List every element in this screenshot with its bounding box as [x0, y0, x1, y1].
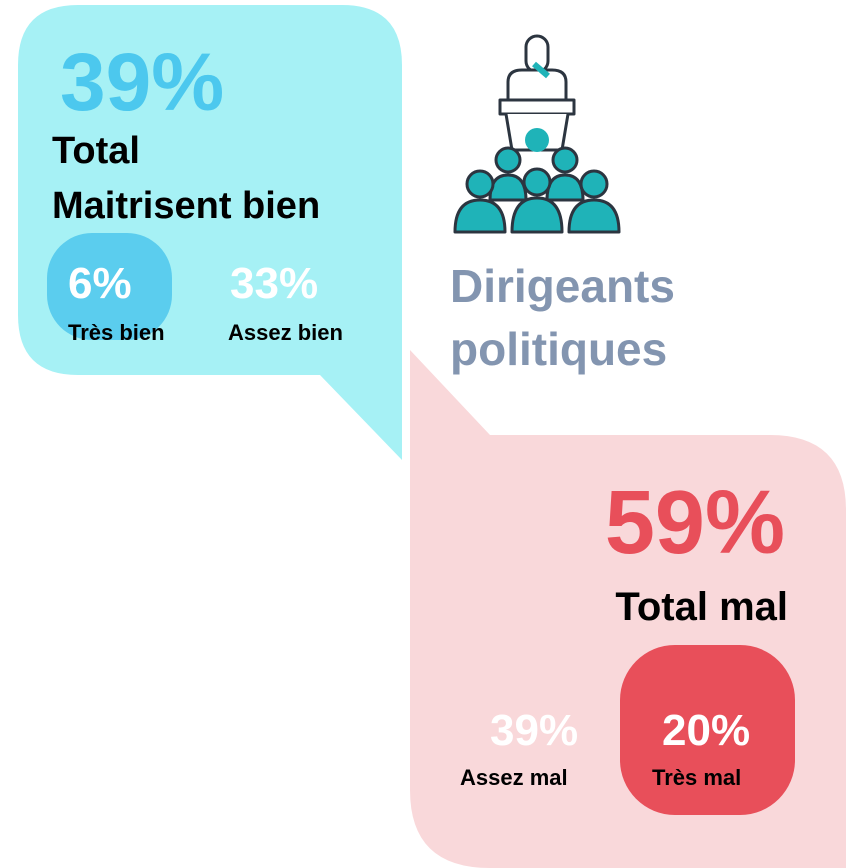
- highlight-good: [47, 233, 172, 340]
- item-value: 20%: [662, 706, 750, 755]
- item-label: Assez bien: [228, 320, 343, 345]
- item-label: Assez mal: [460, 765, 568, 790]
- highlight-bad: [620, 645, 795, 815]
- good-total: 39%: [60, 37, 224, 128]
- title: politiques: [450, 323, 667, 375]
- item-value: 6%: [68, 259, 132, 308]
- good-bubble: [18, 5, 402, 460]
- speaker-icon: [453, 34, 621, 234]
- title: Dirigeants: [450, 260, 675, 312]
- item-label: Très mal: [652, 765, 741, 790]
- good-label: Maitrisent bien: [52, 185, 320, 227]
- item-value: 39%: [490, 706, 578, 755]
- bad-label: Total mal: [615, 585, 788, 629]
- item-value: 33%: [230, 259, 318, 308]
- item-label: Très bien: [68, 320, 165, 345]
- good-label: Total: [52, 130, 140, 172]
- bad-total: 59%: [605, 473, 785, 573]
